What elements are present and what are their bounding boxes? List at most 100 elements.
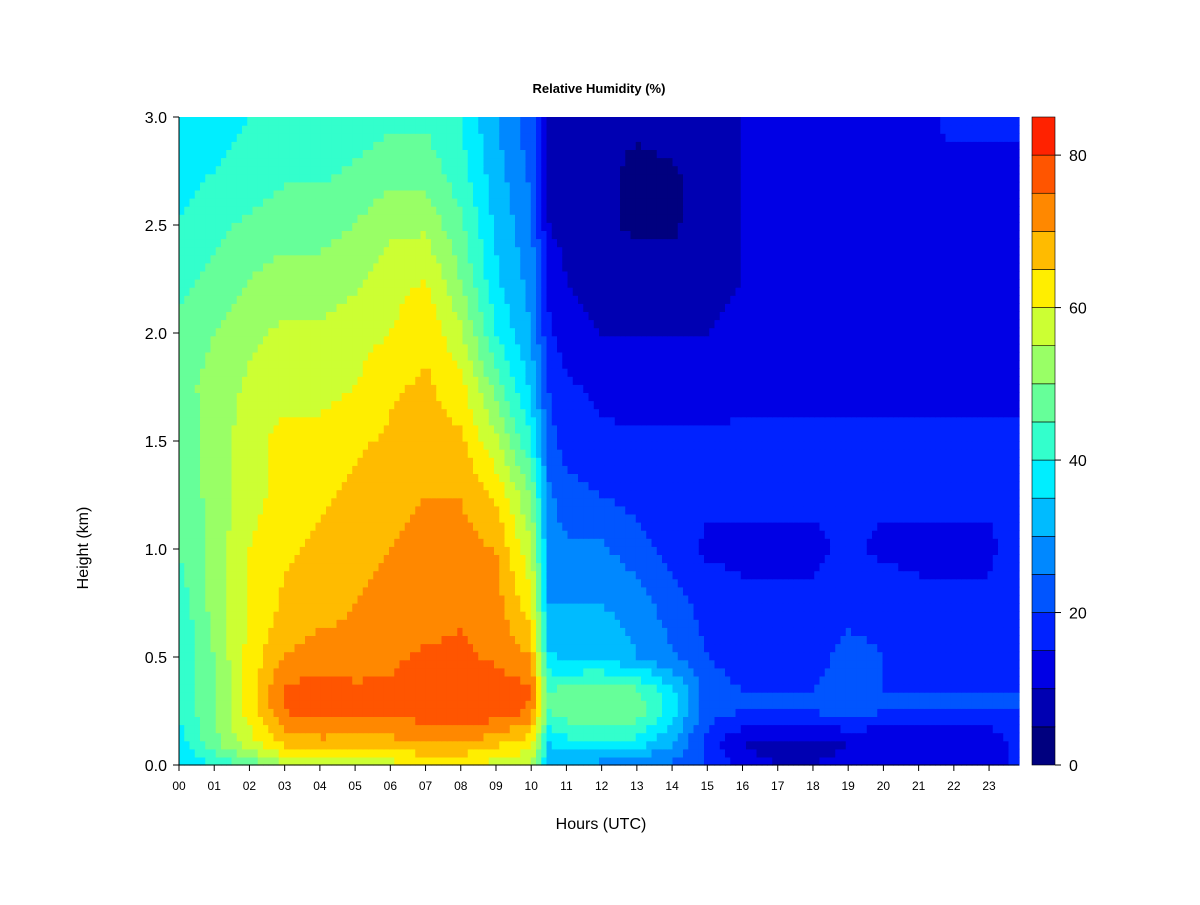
heatmap-cell bbox=[861, 756, 868, 766]
heatmap-cell bbox=[1003, 554, 1010, 564]
heatmap-cell bbox=[635, 708, 642, 717]
heatmap-cell bbox=[310, 513, 317, 523]
heatmap-cell bbox=[761, 667, 768, 677]
heatmap-cell bbox=[226, 635, 233, 645]
heatmap-cell bbox=[971, 530, 978, 539]
heatmap-cell bbox=[751, 570, 758, 580]
heatmap-cell bbox=[735, 724, 742, 734]
heatmap-cell bbox=[242, 505, 248, 515]
heatmap-cell bbox=[604, 651, 611, 661]
heatmap-cell bbox=[263, 700, 269, 709]
heatmap-cell bbox=[446, 578, 453, 588]
heatmap-cell bbox=[593, 611, 600, 620]
heatmap-cell bbox=[562, 643, 569, 653]
heatmap-cell bbox=[998, 716, 1004, 726]
heatmap-cell bbox=[473, 708, 479, 717]
heatmap-cell bbox=[819, 708, 826, 717]
heatmap-cell bbox=[373, 716, 380, 726]
heatmap-cell bbox=[221, 619, 227, 628]
heatmap-cell bbox=[725, 611, 731, 620]
heatmap-cell bbox=[488, 578, 495, 588]
heatmap-cell bbox=[394, 603, 401, 612]
heatmap-cell bbox=[326, 603, 332, 612]
heatmap-cell bbox=[714, 586, 721, 596]
heatmap-cell bbox=[935, 692, 941, 701]
heatmap-cell bbox=[200, 708, 206, 717]
heatmap-cell bbox=[903, 627, 910, 636]
heatmap-cell bbox=[583, 603, 590, 612]
heatmap-cell bbox=[772, 651, 779, 661]
heatmap-cell bbox=[630, 716, 637, 726]
heatmap-cell bbox=[788, 627, 794, 636]
heatmap-cell bbox=[714, 627, 721, 636]
heatmap-cell bbox=[677, 530, 684, 539]
heatmap-cell bbox=[410, 530, 416, 539]
heatmap-cell bbox=[677, 732, 684, 742]
heatmap-cell bbox=[331, 667, 338, 677]
heatmap-cell bbox=[373, 538, 380, 547]
heatmap-cell bbox=[872, 586, 878, 596]
heatmap-cell bbox=[835, 513, 842, 523]
heatmap-cell bbox=[593, 513, 600, 523]
heatmap-cell bbox=[210, 684, 217, 693]
heatmap-cell bbox=[200, 586, 206, 596]
heatmap-cell bbox=[614, 700, 621, 709]
heatmap-cell bbox=[289, 651, 296, 661]
heatmap-cell bbox=[620, 651, 626, 661]
heatmap-cell bbox=[956, 603, 962, 612]
heatmap-cell bbox=[824, 740, 831, 750]
heatmap-cell bbox=[798, 756, 805, 766]
heatmap-cell bbox=[814, 635, 821, 645]
heatmap-cell bbox=[247, 627, 254, 636]
heatmap-cell bbox=[746, 667, 752, 677]
heatmap-cell bbox=[368, 586, 374, 596]
heatmap-cell bbox=[987, 611, 994, 620]
heatmap-cell bbox=[961, 756, 968, 766]
heatmap-cell bbox=[877, 732, 884, 742]
heatmap-cell bbox=[630, 659, 637, 669]
heatmap-cell bbox=[751, 643, 758, 653]
heatmap-cell bbox=[935, 554, 941, 564]
heatmap-cell bbox=[1003, 667, 1010, 677]
heatmap-cell bbox=[1013, 724, 1020, 734]
heatmap-cell bbox=[557, 619, 563, 628]
heatmap-cell bbox=[383, 708, 390, 717]
heatmap-cell bbox=[583, 570, 590, 580]
heatmap-cell bbox=[614, 562, 621, 572]
heatmap-cell bbox=[625, 538, 632, 547]
heatmap-cell bbox=[935, 700, 941, 709]
heatmap-cell bbox=[814, 530, 821, 539]
heatmap-cell bbox=[924, 570, 931, 580]
heatmap-cell bbox=[908, 570, 915, 580]
heatmap-cell bbox=[536, 675, 542, 685]
heatmap-cell bbox=[735, 603, 742, 612]
heatmap-cell bbox=[315, 700, 322, 709]
heatmap-cell bbox=[688, 643, 695, 653]
heatmap-cell bbox=[971, 538, 978, 547]
heatmap-cell bbox=[509, 546, 516, 555]
heatmap-cell bbox=[446, 554, 453, 564]
heatmap-cell bbox=[725, 716, 731, 726]
heatmap-cell bbox=[305, 513, 311, 523]
heatmap-cell bbox=[236, 651, 243, 661]
heatmap-cell bbox=[877, 513, 884, 523]
heatmap-cell bbox=[761, 659, 768, 669]
heatmap-cell bbox=[620, 659, 626, 669]
heatmap-cell bbox=[341, 651, 348, 661]
heatmap-cell bbox=[284, 562, 290, 572]
heatmap-cell bbox=[215, 538, 222, 547]
heatmap-cell bbox=[179, 643, 185, 653]
heatmap-cell bbox=[399, 530, 406, 539]
heatmap-cell bbox=[1013, 554, 1020, 564]
heatmap-cell bbox=[478, 643, 485, 653]
heatmap-cell bbox=[677, 724, 684, 734]
heatmap-cell bbox=[446, 530, 453, 539]
heatmap-cell bbox=[1003, 756, 1010, 766]
heatmap-cell bbox=[210, 643, 217, 653]
heatmap-cell bbox=[709, 667, 716, 677]
heatmap-cell bbox=[200, 513, 206, 523]
heatmap-cell bbox=[940, 538, 947, 547]
heatmap-cell bbox=[945, 740, 952, 750]
heatmap-cell bbox=[530, 530, 537, 539]
heatmap-cell bbox=[872, 619, 878, 628]
